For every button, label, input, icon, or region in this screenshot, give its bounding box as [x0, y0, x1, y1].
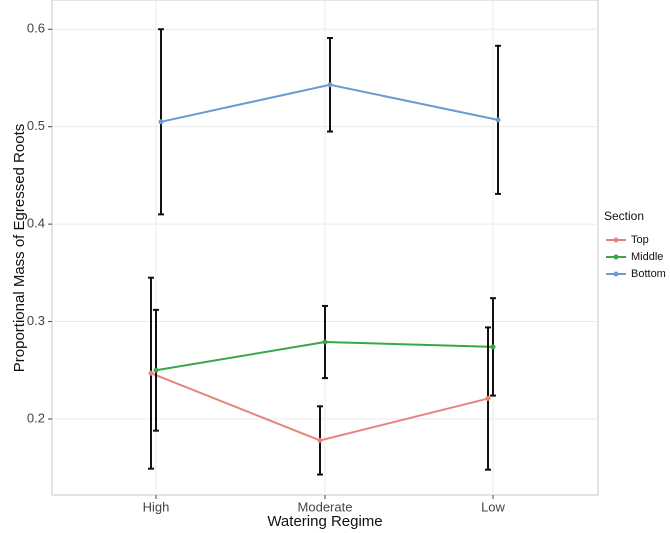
legend-dot: [613, 237, 619, 243]
point: [322, 339, 328, 345]
point: [153, 367, 159, 373]
point: [495, 117, 501, 123]
legend-dot: [613, 271, 619, 277]
point: [148, 370, 154, 376]
legend-label: Top: [631, 234, 649, 246]
point: [485, 396, 491, 402]
legend-dot: [613, 254, 619, 260]
y-tick-label: 0.2: [27, 410, 45, 425]
y-axis-title: Proportional Mass of Egressed Roots: [11, 124, 28, 372]
y-tick-label: 0.4: [27, 216, 45, 231]
y-tick-label: 0.3: [27, 313, 45, 328]
legend-title: Section: [604, 209, 644, 223]
legend-label: Middle: [631, 251, 663, 263]
y-tick-label: 0.5: [27, 118, 45, 133]
x-tick-label: Low: [481, 499, 505, 514]
point: [327, 82, 333, 88]
x-axis-title: Watering Regime: [267, 513, 382, 530]
point: [158, 119, 164, 125]
y-tick-label: 0.6: [27, 21, 45, 36]
x-tick-label: High: [143, 499, 170, 514]
legend-label: Bottom: [631, 268, 666, 280]
point: [317, 437, 323, 443]
x-tick-label: Moderate: [298, 499, 353, 514]
point: [490, 344, 496, 350]
